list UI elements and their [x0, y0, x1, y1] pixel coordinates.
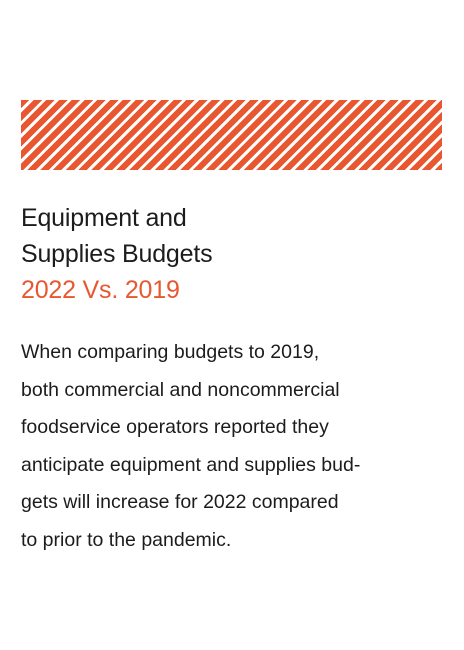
heading-line-1: Equipment and — [21, 204, 187, 232]
body-line: anticipate equipment and supplies bud- — [21, 453, 361, 476]
heading-comparison-subtitle: 2022 Vs. 2019 — [21, 276, 180, 304]
body-line: gets will increase for 2022 compared — [21, 491, 339, 514]
body-line: to prior to the pandemic. — [21, 528, 232, 551]
section-heading: Equipment and Supplies Budgets 2022 Vs. … — [21, 200, 441, 308]
heading-line-2: Supplies Budgets — [21, 240, 213, 268]
body-line: When comparing budgets to 2019, — [21, 341, 320, 363]
body-line: foodservice operators reported they — [21, 416, 329, 439]
body-paragraph: When comparing budgets to 2019, both com… — [21, 334, 441, 560]
decorative-stripe-band — [21, 100, 442, 170]
body-line: both commercial and noncommercial — [21, 378, 340, 401]
